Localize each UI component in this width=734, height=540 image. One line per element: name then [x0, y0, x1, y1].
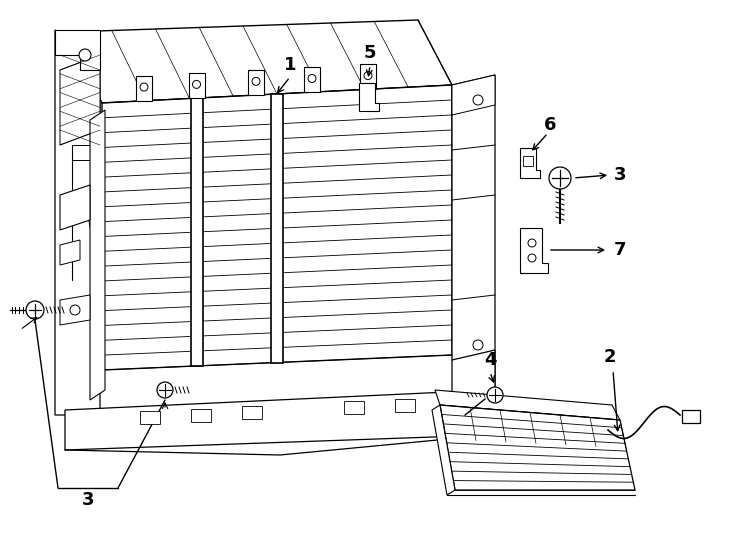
Circle shape	[192, 80, 200, 89]
Polygon shape	[442, 350, 495, 430]
Text: 2: 2	[604, 348, 617, 366]
Polygon shape	[60, 240, 80, 265]
Polygon shape	[682, 410, 700, 423]
Circle shape	[549, 167, 571, 189]
Text: 1: 1	[284, 56, 297, 74]
Polygon shape	[452, 75, 495, 390]
Polygon shape	[68, 20, 452, 103]
Polygon shape	[242, 406, 262, 419]
Polygon shape	[191, 98, 203, 366]
Polygon shape	[191, 409, 211, 422]
Text: 4: 4	[484, 351, 496, 369]
Polygon shape	[520, 228, 548, 273]
Polygon shape	[189, 73, 205, 98]
Circle shape	[308, 75, 316, 83]
Polygon shape	[140, 411, 160, 424]
Text: 7: 7	[614, 241, 626, 259]
Text: 5: 5	[364, 44, 377, 62]
Polygon shape	[55, 30, 100, 70]
Circle shape	[26, 301, 44, 319]
Circle shape	[79, 49, 91, 61]
Polygon shape	[359, 83, 379, 111]
Circle shape	[473, 95, 483, 105]
Text: 3: 3	[614, 166, 626, 184]
Circle shape	[28, 303, 42, 317]
Polygon shape	[102, 85, 452, 370]
Polygon shape	[248, 70, 264, 95]
Polygon shape	[60, 185, 90, 230]
Polygon shape	[60, 55, 100, 145]
Circle shape	[140, 83, 148, 91]
Polygon shape	[344, 401, 364, 414]
Polygon shape	[360, 64, 376, 89]
Polygon shape	[432, 405, 455, 495]
Polygon shape	[395, 399, 415, 412]
Polygon shape	[55, 30, 100, 415]
Polygon shape	[523, 156, 533, 166]
Circle shape	[487, 387, 503, 403]
Circle shape	[157, 382, 173, 398]
Polygon shape	[60, 295, 90, 325]
Text: 6: 6	[544, 116, 556, 134]
Polygon shape	[136, 76, 152, 101]
Polygon shape	[271, 94, 283, 362]
Polygon shape	[90, 110, 105, 400]
Circle shape	[528, 239, 536, 247]
Circle shape	[70, 305, 80, 315]
Polygon shape	[452, 75, 495, 115]
Circle shape	[252, 77, 260, 85]
Polygon shape	[440, 405, 635, 490]
Text: 3: 3	[81, 491, 94, 509]
Circle shape	[473, 340, 483, 350]
Polygon shape	[65, 390, 490, 450]
Polygon shape	[304, 67, 320, 92]
Polygon shape	[520, 148, 540, 178]
Circle shape	[364, 72, 372, 79]
Circle shape	[528, 254, 536, 262]
Polygon shape	[435, 390, 620, 420]
